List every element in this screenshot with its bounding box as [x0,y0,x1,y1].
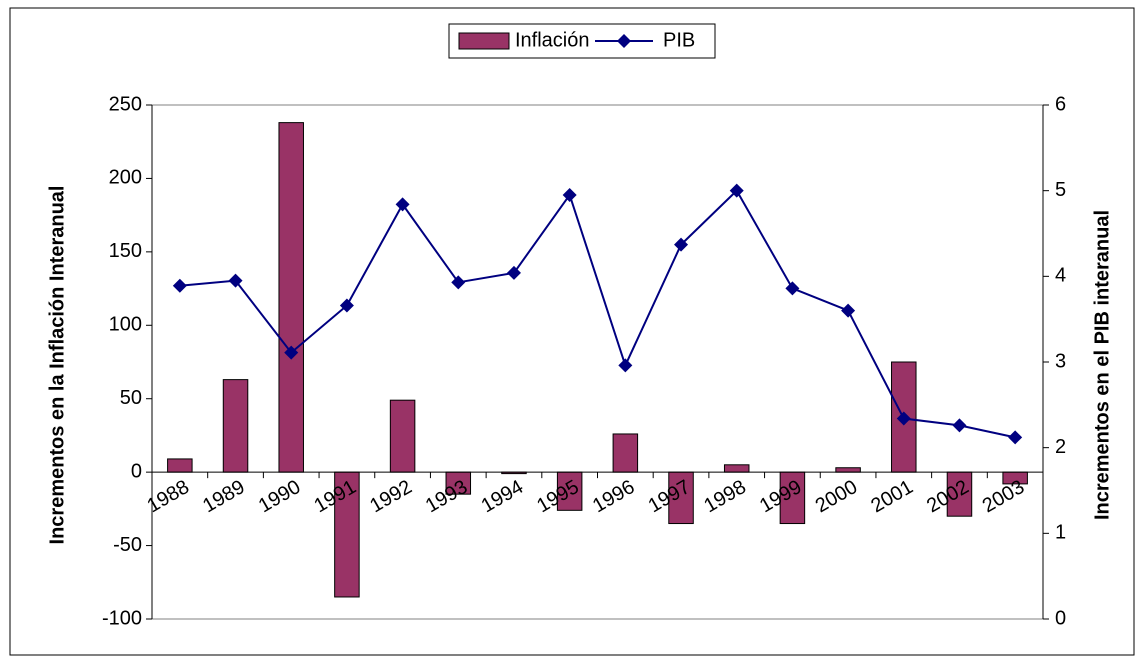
marker [562,187,577,202]
marker [284,345,299,360]
y-tick-label: 200 [109,167,142,189]
marker [506,265,521,280]
legend-label: PIB [663,29,695,51]
legend-label: Inflación [515,29,590,51]
bar [612,433,639,473]
marker [729,183,744,198]
marker [618,358,633,373]
bar [278,122,304,473]
marker [172,278,187,293]
bar [556,471,583,511]
bar [723,464,750,473]
bar [835,467,861,473]
y2-tick-label: 0 [1055,607,1066,629]
y-tick-label: -100 [102,607,142,629]
y2-axis-title: Incrementos en el PIB interanual [1091,210,1113,520]
legend-marker [617,34,631,48]
marker [952,418,967,433]
bar [334,471,360,598]
marker [1008,430,1023,445]
marker [339,298,354,313]
y2-tick-label: 4 [1055,265,1066,287]
marker [451,275,466,290]
y-tick-label: 150 [109,240,142,262]
y-tick-label: 50 [120,387,142,409]
marker [896,411,911,426]
marker [228,273,243,288]
line [179,189,1016,439]
y-tick-label: -50 [113,534,142,556]
y-tick-label: 100 [109,314,142,336]
bar [222,379,249,473]
marker [841,303,856,318]
y2-tick-label: 2 [1055,436,1066,458]
marker [785,281,800,296]
y2-tick-label: 6 [1055,93,1066,115]
y2-tick-label: 3 [1055,350,1066,372]
y-tick-label: 0 [131,460,142,482]
legend-swatch [458,32,510,50]
y2-tick-label: 5 [1055,179,1066,201]
y-axis-title: Incrementos en la Inflación Interanual [46,186,68,545]
bar [668,471,694,525]
bar [167,458,193,473]
y2-tick-label: 1 [1055,522,1066,544]
bar [389,399,416,473]
bar [779,471,806,525]
y-tick-label: 250 [109,93,142,115]
marker [674,237,689,252]
marker [395,197,410,212]
